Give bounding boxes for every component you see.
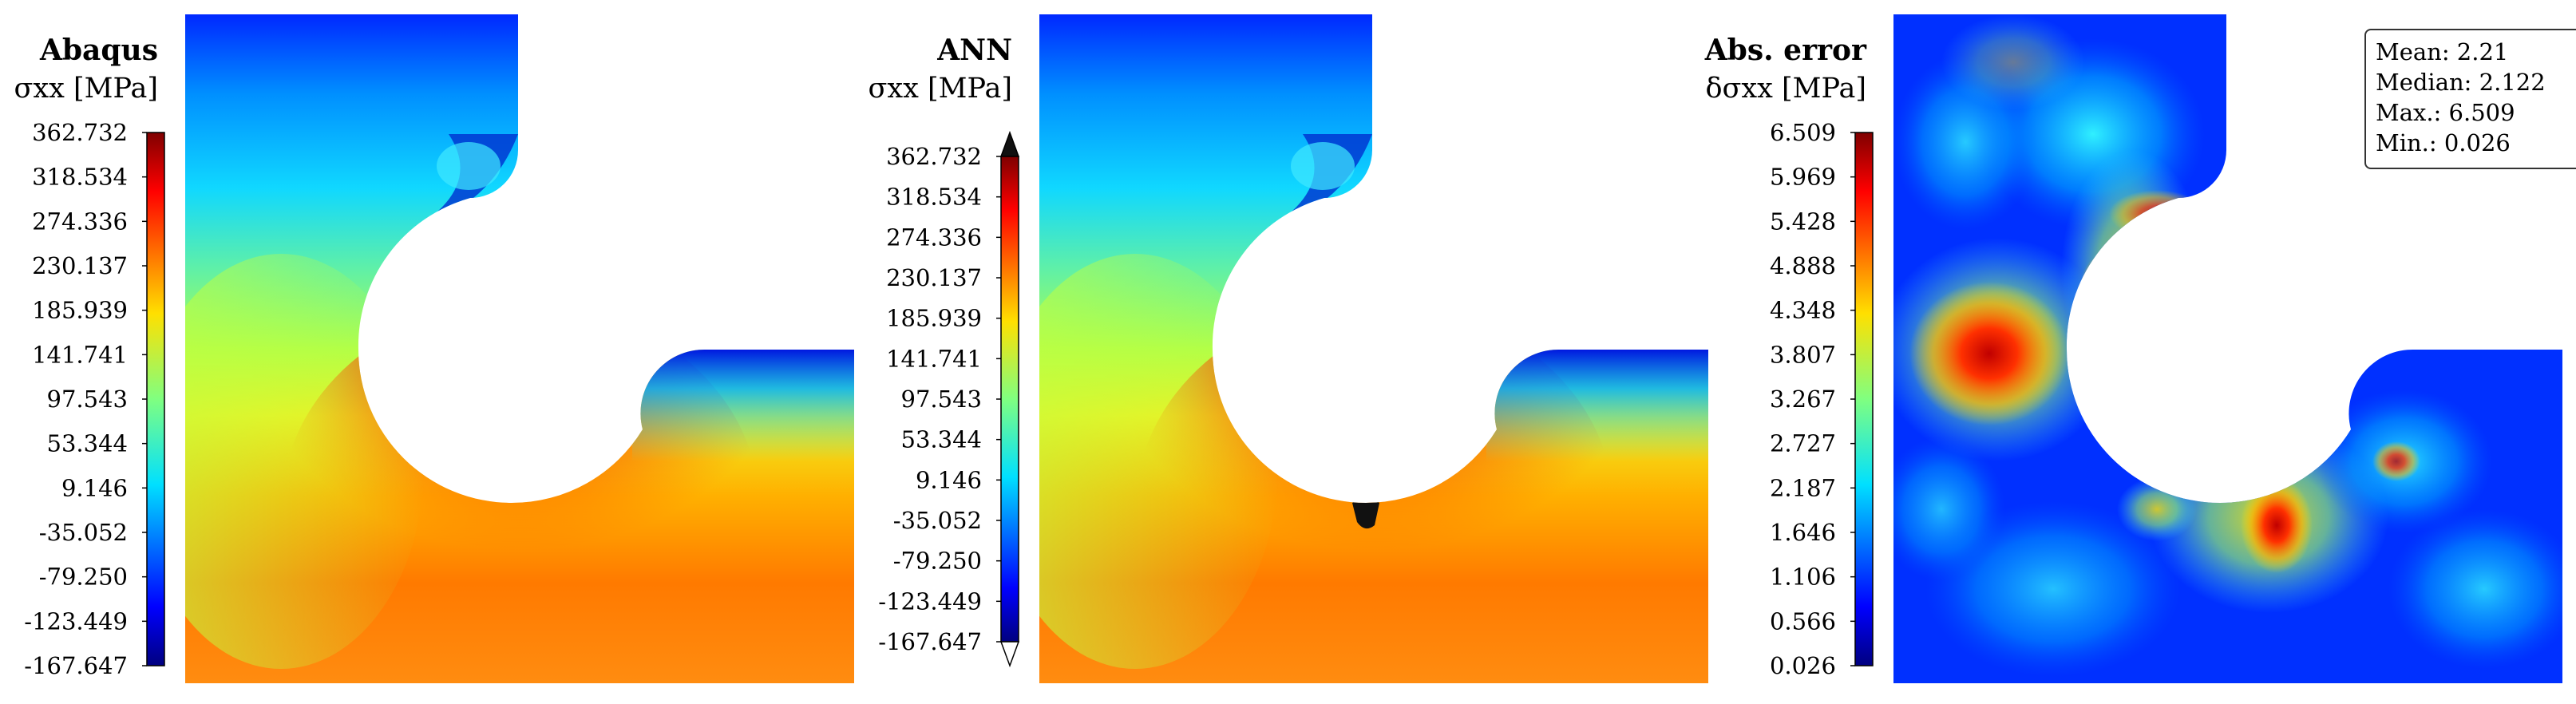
stat-median: Median: 2.122 <box>2376 69 2546 96</box>
colorbar-tick-label: 53.344 <box>47 430 128 457</box>
colorbar-tick-label: 274.336 <box>886 223 982 251</box>
colorbar-tick-label: 1.646 <box>1770 519 1836 546</box>
colorbar-tick-label: 1.106 <box>1770 564 1836 591</box>
colorbar-tick-label: 97.543 <box>47 386 128 413</box>
colorbar-error <box>1854 132 1874 666</box>
panel-title: Abs. error <box>1704 34 1867 67</box>
colorbar-tick-label: -167.647 <box>24 652 128 679</box>
colorbar-tick-label: 53.344 <box>901 426 982 453</box>
colorbar-tick-label: -35.052 <box>39 519 128 546</box>
colorbar-tick-label: -167.647 <box>878 628 982 655</box>
colorbar-tick-label: 9.146 <box>916 466 982 493</box>
panel-title: ANN <box>936 34 1012 67</box>
colorbar-tick-label: 362.732 <box>32 119 128 146</box>
colorbar-tick-label: 2.727 <box>1770 430 1836 457</box>
panel-title: Abaqus <box>39 34 158 67</box>
colorbar-tick-label: 362.732 <box>886 143 982 170</box>
colorbar-ann <box>999 130 1020 668</box>
colorbar-tick-label: 185.939 <box>32 297 128 324</box>
colorbar-tick-label: 3.267 <box>1770 386 1836 413</box>
colorbar-tick-label: 6.509 <box>1770 119 1836 146</box>
plate-ann <box>1039 14 1708 683</box>
colorbar-tick-label: 4.348 <box>1770 297 1836 324</box>
colorbar-quantity-label: δσxx [MPa] <box>1705 73 1866 105</box>
colorbar-tick-label: 141.741 <box>32 341 128 368</box>
colorbar-tick-label: -35.052 <box>893 507 982 534</box>
colorbar-tick-label: -79.250 <box>39 564 128 591</box>
colorbar-quantity-label: σxx [MPa] <box>869 73 1013 105</box>
colorbar-tick-label: 230.137 <box>886 264 982 291</box>
colorbar-tick-label: 0.026 <box>1770 652 1836 679</box>
colorbar-tick-label: -123.449 <box>878 587 982 615</box>
colorbar-abaqus <box>146 132 165 666</box>
colorbar-tick-label: 97.543 <box>901 386 982 413</box>
colorbar-tick-label: 318.534 <box>32 164 128 191</box>
overshoot-region <box>1352 498 1379 529</box>
colorbar-tick-label: 9.146 <box>61 474 128 501</box>
colorbar-tick-label: 5.969 <box>1770 164 1836 191</box>
colorbar-tick-label: 5.428 <box>1770 208 1836 235</box>
stat-min: Min.: 0.026 <box>2376 129 2511 156</box>
stat-mean: Mean: 2.21 <box>2376 38 2509 65</box>
stat-max: Max.: 6.509 <box>2376 99 2515 126</box>
colorbar-tick-label: 2.187 <box>1770 474 1836 501</box>
colorbar-tick-label: 318.534 <box>886 184 982 211</box>
colorbar-tick-label: 141.741 <box>886 345 982 372</box>
panel-abaqus <box>146 14 854 683</box>
colorbar-tick-label: 3.807 <box>1770 341 1836 368</box>
colorbar-tick-label: -123.449 <box>24 607 128 635</box>
stats-box: Mean: 2.21 Median: 2.122 Max.: 6.509 Min… <box>2364 29 2576 169</box>
plate-abaqus <box>185 14 854 683</box>
colorbar-tick-label: 274.336 <box>32 208 128 235</box>
colorbar-tick-label: -79.250 <box>893 548 982 575</box>
colorbar-tick-label: 0.566 <box>1770 607 1836 635</box>
panel-ann <box>999 14 1708 683</box>
colorbar-quantity-label: σxx [MPa] <box>14 73 159 105</box>
colorbar-tick-label: 230.137 <box>32 252 128 279</box>
colorbar-tick-label: 185.939 <box>886 305 982 332</box>
colorbar-tick-label: 4.888 <box>1770 252 1836 279</box>
colorbar-labels: Abaqus σxx [MPa] 362.732 318.534 274.336 230.… <box>14 34 1868 679</box>
